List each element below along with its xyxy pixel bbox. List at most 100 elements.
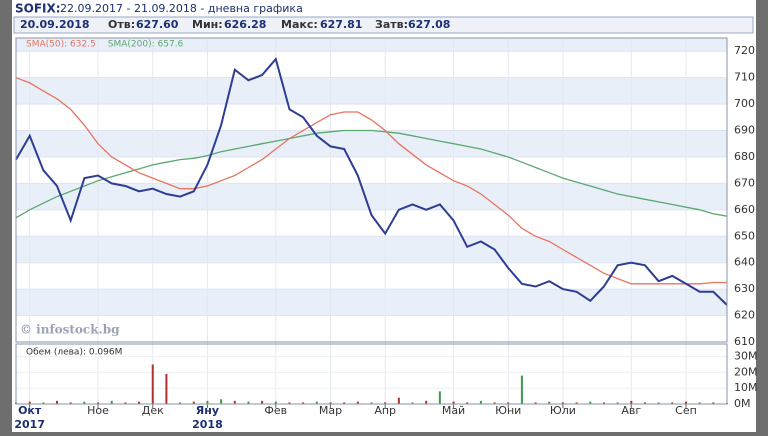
volume-bar (261, 400, 264, 404)
quote-value: 626.28 (224, 18, 266, 31)
volume-bar (179, 402, 182, 404)
series-line (15, 57, 728, 306)
legend-entry: SMA(50): 632.5 (26, 40, 96, 50)
quote-label: Макс: (281, 18, 318, 31)
y-tick-label: 30M (734, 350, 758, 363)
y-tick-label: 620 (734, 309, 755, 322)
volume-bar (466, 402, 469, 404)
year-label: 2017 (14, 418, 45, 431)
volume-bar (602, 402, 605, 404)
y-tick-label: 640 (734, 256, 755, 269)
volume-bar (151, 364, 154, 404)
band (16, 130, 727, 157)
x-tick-label: Апр (374, 404, 396, 417)
volume-bar (356, 401, 359, 404)
volume-bar (83, 401, 86, 404)
x-tick-label: Авг (621, 404, 641, 417)
volume-bar (589, 401, 592, 404)
x-tick-label: Мар (319, 404, 342, 417)
quote-label: Затв: (375, 18, 408, 31)
plot-frame (15, 37, 728, 343)
band (16, 38, 727, 52)
volume-title: Обем (лева): 0.096M (26, 348, 122, 358)
volume-bar (643, 402, 646, 404)
y-tick-label: 720 (734, 44, 755, 57)
x-tick-label: Яну (196, 404, 219, 417)
volume-bar (657, 402, 660, 404)
volume-bar (274, 401, 277, 404)
legend-entry: SMA(200): 657.6 (108, 40, 184, 50)
x-tick-label: Май (442, 404, 465, 417)
x-tick-label: Сеп (675, 404, 697, 417)
volume-bar (165, 374, 168, 404)
quote-value: 627.81 (320, 18, 362, 31)
volume-bar (671, 402, 674, 404)
quote-label: Отв: (108, 18, 135, 31)
volume-bar (69, 402, 72, 404)
y-tick-label: 610 (734, 335, 755, 348)
volume-bar (698, 402, 701, 404)
volume-bar (630, 400, 633, 404)
volume-bar (247, 401, 250, 404)
y-tick-label: 670 (734, 176, 755, 189)
period: 22.09.2017 - 21.09.2018 - дневна графика (60, 2, 303, 15)
volume-bar (397, 397, 400, 404)
quote-label: Мин: (192, 18, 223, 31)
quote-value: 627.60 (136, 18, 179, 31)
band (16, 77, 727, 105)
y-tick-label: 10M (734, 381, 758, 394)
y-tick-label: 0M (734, 397, 751, 410)
volume-bar (220, 399, 223, 404)
volume-bar (315, 401, 318, 404)
volume-bar (138, 401, 141, 404)
watermark: © infostock.bg (20, 323, 120, 337)
y-tick-label: 680 (734, 150, 755, 163)
quote-bar (13, 16, 754, 34)
volume-bar (329, 402, 332, 404)
volume-bar (288, 402, 291, 404)
volume-bar (384, 402, 387, 404)
year-label: 2018 (192, 418, 223, 431)
band (16, 236, 727, 263)
volume-bar (493, 402, 496, 404)
x-tick-label: Дек (142, 404, 164, 417)
volume-bar (548, 401, 551, 404)
x-tick-label: Окт (18, 404, 42, 417)
y-tick-label: 20M (734, 365, 758, 378)
volume-bar (479, 400, 482, 404)
volume-bar (575, 402, 578, 404)
volume-bar (56, 400, 59, 404)
volume-bar (561, 402, 564, 404)
y-tick-label: 660 (734, 203, 755, 216)
x-tick-label: Фев (264, 404, 287, 417)
y-tick-label: 630 (734, 282, 755, 295)
y-tick-label: 650 (734, 229, 755, 242)
band (16, 183, 727, 210)
volume-bar (411, 402, 414, 404)
quote: 20.09.2018 Отв: 627.60 Мин: 626.28 Макс:… (20, 18, 450, 31)
y-tick-label: 690 (734, 124, 755, 137)
x-tick-label: Ное (87, 404, 109, 417)
volume-bar (452, 401, 455, 404)
quote-date: 20.09.2018 (20, 18, 90, 31)
volume-bar (110, 400, 113, 404)
quote-value: 627.08 (408, 18, 450, 31)
y-tick-label: 710 (734, 71, 755, 84)
volume-bar (206, 400, 209, 404)
volume-bar (534, 402, 537, 404)
volume-bar (42, 402, 45, 404)
symbol: SOFIX: (15, 2, 61, 16)
volume-bar (302, 402, 305, 404)
volume-bar (233, 400, 236, 404)
volume-bar (520, 375, 523, 404)
volume-bar (507, 402, 510, 404)
volume-bar (28, 401, 31, 404)
band (16, 289, 727, 316)
volume-bar (684, 401, 687, 404)
volume-bar (192, 401, 195, 404)
volume-bar (343, 402, 346, 404)
volume-bar (370, 402, 373, 404)
volume-bar (124, 402, 127, 404)
